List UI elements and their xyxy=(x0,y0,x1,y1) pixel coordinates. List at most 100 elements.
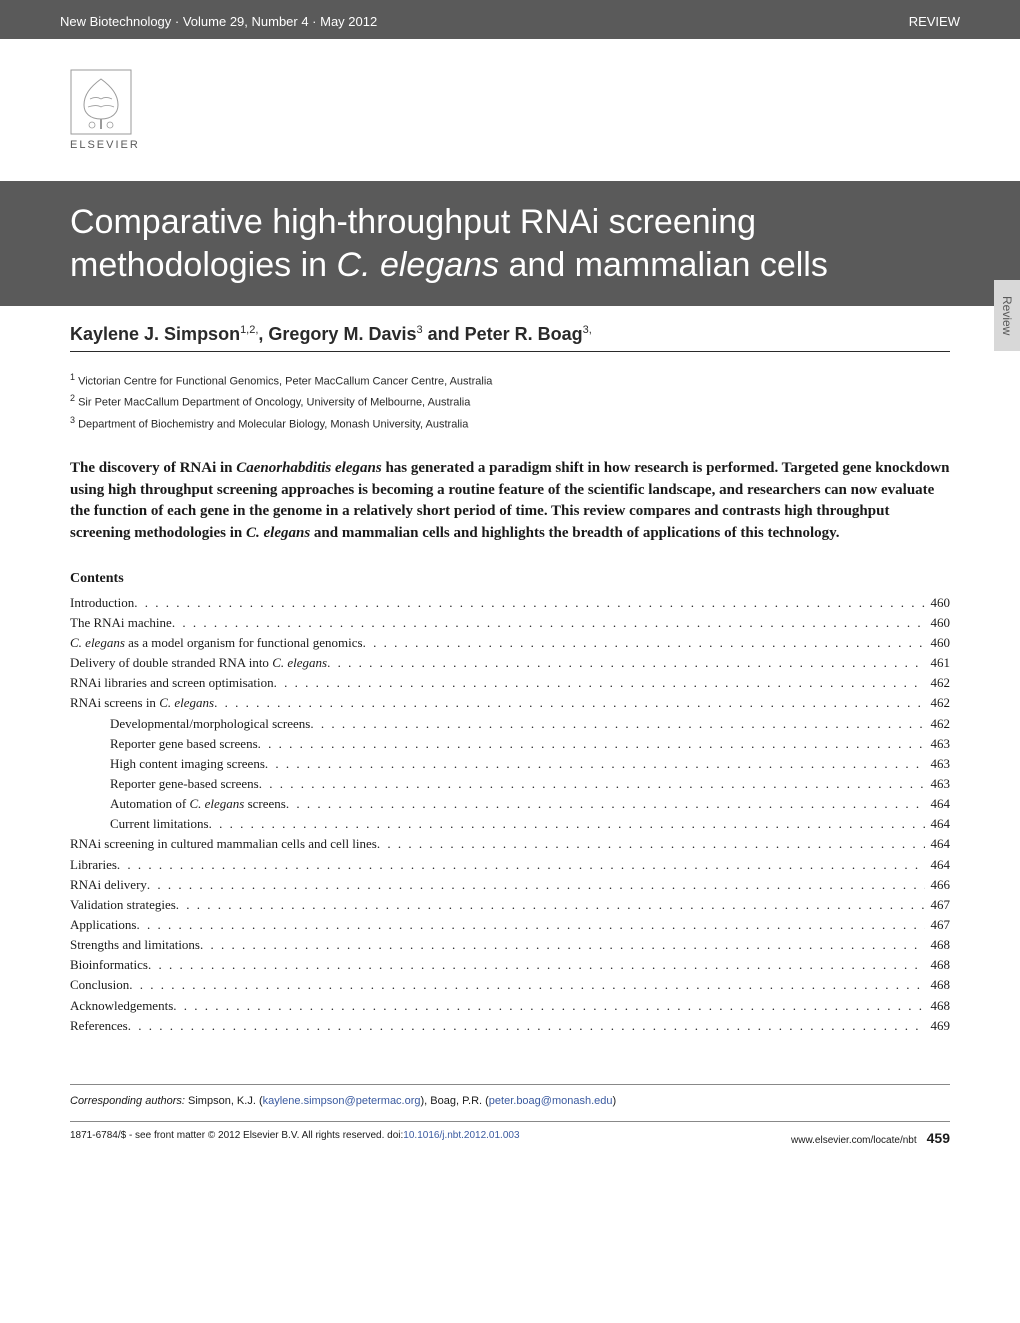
toc-leader-dots xyxy=(363,633,925,653)
toc-row[interactable]: Automation of C. elegans screens 464 xyxy=(70,794,950,814)
toc-page-number: 468 xyxy=(925,996,951,1016)
toc-title: The RNAi machine xyxy=(70,613,172,633)
toc-row[interactable]: RNAi screens in C. elegans462 xyxy=(70,693,950,713)
page-header: New Biotechnology · Volume 29, Number 4 … xyxy=(0,0,1020,39)
toc-row[interactable]: Developmental/morphological screens 462 xyxy=(70,714,950,734)
toc-leader-dots xyxy=(117,855,925,875)
toc-title: Libraries xyxy=(70,855,117,875)
toc-title: Automation of C. elegans screens xyxy=(110,794,286,814)
toc-leader-dots xyxy=(134,593,924,613)
footer-copyright: 1871-6784/$ - see front matter © 2012 El… xyxy=(70,1130,403,1141)
toc-title: Validation strategies xyxy=(70,895,176,915)
email-link[interactable]: peter.boag@monash.edu xyxy=(489,1095,613,1107)
footer-left: 1871-6784/$ - see front matter © 2012 El… xyxy=(70,1130,520,1146)
toc-row[interactable]: Validation strategies 467 xyxy=(70,895,950,915)
toc-leader-dots xyxy=(258,734,925,754)
toc-title: High content imaging screens xyxy=(110,754,265,774)
title-ital: C. elegans xyxy=(337,246,500,284)
toc-page-number: 460 xyxy=(925,593,951,613)
toc-title: Bioinformatics xyxy=(70,955,148,975)
authors-line: Kaylene J. Simpson1,2,, Gregory M. Davis… xyxy=(70,316,950,352)
toc-title: Strengths and limitations xyxy=(70,935,200,955)
toc-page-number: 468 xyxy=(925,955,951,975)
toc-page-number: 462 xyxy=(925,673,951,693)
elsevier-tree-icon xyxy=(70,69,132,135)
toc-page-number: 463 xyxy=(925,754,951,774)
toc-leader-dots xyxy=(310,714,924,734)
toc-title: Introduction xyxy=(70,593,134,613)
toc-title: RNAi delivery xyxy=(70,875,147,895)
affiliation-line: 2 Sir Peter MacCallum Department of Onco… xyxy=(70,391,950,412)
toc-leader-dots xyxy=(259,774,925,794)
header-left: New Biotechnology · Volume 29, Number 4 … xyxy=(60,14,377,29)
side-tab-review: Review xyxy=(994,280,1020,351)
toc-row[interactable]: Reporter gene-based screens463 xyxy=(70,774,950,794)
toc-leader-dots xyxy=(209,814,925,834)
toc-title: Conclusion xyxy=(70,975,129,995)
toc-row[interactable]: Delivery of double stranded RNA into C. … xyxy=(70,653,950,673)
toc-title: RNAi libraries and screen optimisation xyxy=(70,673,274,693)
header-right: REVIEW xyxy=(909,14,960,29)
toc-row[interactable]: References 469 xyxy=(70,1016,950,1036)
toc-leader-dots xyxy=(148,955,925,975)
toc-row[interactable]: RNAi delivery466 xyxy=(70,875,950,895)
toc-title: References xyxy=(70,1016,128,1036)
toc-page-number: 464 xyxy=(925,834,951,854)
toc-row[interactable]: High content imaging screens 463 xyxy=(70,754,950,774)
toc-row[interactable]: RNAi screening in cultured mammalian cel… xyxy=(70,834,950,854)
toc-row[interactable]: Acknowledgements 468 xyxy=(70,996,950,1016)
footer-journal-url[interactable]: www.elsevier.com/locate/nbt xyxy=(791,1135,917,1146)
toc-leader-dots xyxy=(274,673,925,693)
toc-row[interactable]: RNAi libraries and screen optimisation 46… xyxy=(70,673,950,693)
toc-leader-dots xyxy=(172,613,925,633)
title-block: Comparative high-throughput RNAi screeni… xyxy=(0,181,1020,306)
toc-leader-dots xyxy=(128,1016,925,1036)
toc-leader-dots xyxy=(173,996,924,1016)
toc-page-number: 468 xyxy=(925,935,951,955)
footer-right: www.elsevier.com/locate/nbt 459 xyxy=(791,1130,950,1146)
content-area: ELSEVIER Comparative high-throughput RNA… xyxy=(0,39,1020,1166)
toc-row[interactable]: Introduction 460 xyxy=(70,593,950,613)
toc-title: Applications xyxy=(70,915,136,935)
toc-title: Acknowledgements xyxy=(70,996,173,1016)
toc-row[interactable]: Strengths and limitations 468 xyxy=(70,935,950,955)
toc-title: Current limitations xyxy=(110,814,209,834)
toc-row[interactable]: Applications 467 xyxy=(70,915,950,935)
toc-row[interactable]: The RNAi machine 460 xyxy=(70,613,950,633)
toc-row[interactable]: C. elegans as a model organism for funct… xyxy=(70,633,950,653)
toc-page-number: 462 xyxy=(925,693,951,713)
email-link[interactable]: kaylene.simpson@petermac.org xyxy=(263,1095,421,1107)
toc-page-number: 460 xyxy=(925,613,951,633)
toc-row[interactable]: Bioinformatics 468 xyxy=(70,955,950,975)
toc-row[interactable]: Conclusion468 xyxy=(70,975,950,995)
footer-page-number: 459 xyxy=(927,1130,950,1146)
publisher-logo-block: ELSEVIER xyxy=(70,69,950,151)
footer-doi-link[interactable]: 10.1016/j.nbt.2012.01.003 xyxy=(403,1130,519,1141)
toc-leader-dots xyxy=(377,834,925,854)
toc-row[interactable]: Reporter gene based screens463 xyxy=(70,734,950,754)
toc-leader-dots xyxy=(147,875,925,895)
toc-page-number: 462 xyxy=(925,714,951,734)
toc-title: Reporter gene-based screens xyxy=(110,774,259,794)
toc-page-number: 464 xyxy=(925,794,951,814)
toc-page-number: 469 xyxy=(925,1016,951,1036)
corresponding-authors: Corresponding authors: Simpson, K.J. (ka… xyxy=(70,1084,950,1107)
toc-page-number: 463 xyxy=(925,734,951,754)
toc-leader-dots xyxy=(214,693,924,713)
toc-leader-dots xyxy=(286,794,925,814)
publisher-name: ELSEVIER xyxy=(70,139,950,151)
affiliation-line: 3 Department of Biochemistry and Molecul… xyxy=(70,413,950,434)
title-post: and mammalian cells xyxy=(499,246,828,284)
abstract-text: The discovery of RNAi in Caenorhabditis … xyxy=(70,458,950,545)
toc-page-number: 461 xyxy=(925,653,951,673)
article-title: Comparative high-throughput RNAi screeni… xyxy=(70,201,950,286)
toc-row[interactable]: Current limitations 464 xyxy=(70,814,950,834)
toc-page-number: 467 xyxy=(925,895,951,915)
toc-page-number: 467 xyxy=(925,915,951,935)
affiliations-block: 1 Victorian Centre for Functional Genomi… xyxy=(70,370,950,434)
toc-page-number: 464 xyxy=(925,814,951,834)
toc-title: Developmental/morphological screens xyxy=(110,714,310,734)
toc-leader-dots xyxy=(200,935,925,955)
table-of-contents: Introduction460The RNAi machine460C. ele… xyxy=(70,593,950,1036)
toc-row[interactable]: Libraries464 xyxy=(70,855,950,875)
